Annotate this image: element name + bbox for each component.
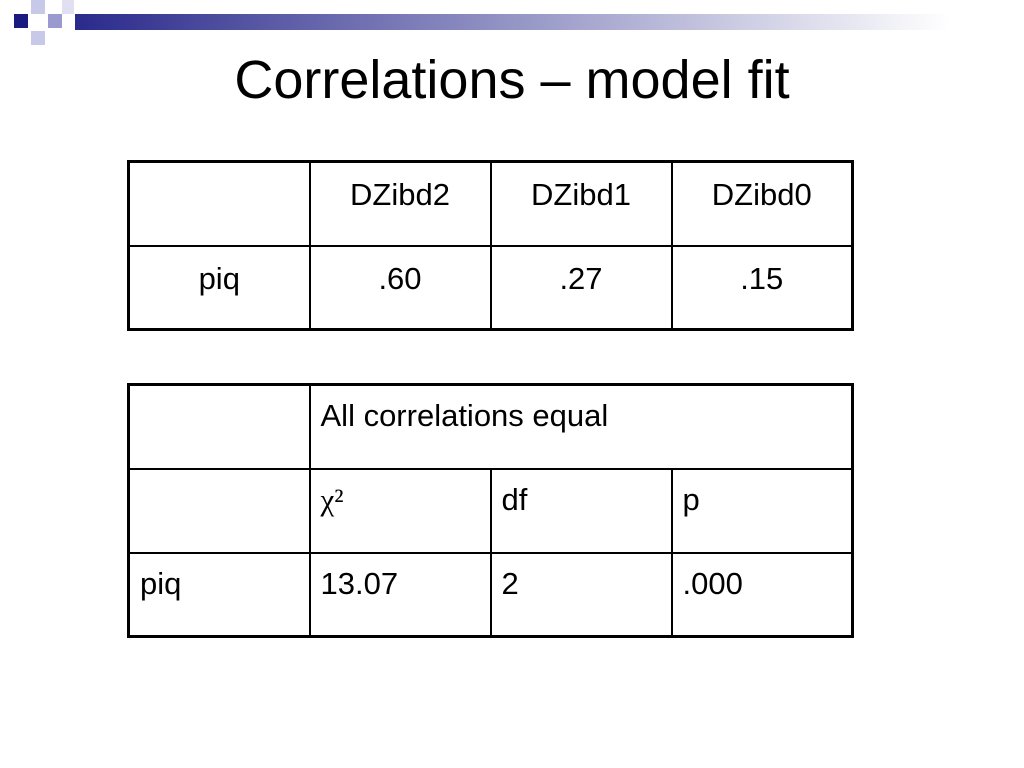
column-header: DZibd0: [670, 160, 854, 247]
empty-cell: [127, 467, 311, 554]
cell: .000: [670, 551, 854, 638]
table: All correlations equal χ² df p piq 13.07…: [127, 383, 854, 638]
gradient-bar: [75, 14, 950, 30]
column-header: df: [489, 467, 673, 554]
empty-cell: [127, 383, 311, 470]
cell: 13.07: [308, 551, 492, 638]
row-label: piq: [127, 551, 311, 638]
column-header: χ²: [308, 467, 492, 554]
square: [31, 0, 45, 14]
square: [31, 31, 45, 45]
decoration: [14, 0, 950, 45]
square: [48, 14, 62, 28]
cell: .15: [670, 244, 854, 331]
table: DZibd2 DZibd1 DZibd0 piq .60 .27 .15: [127, 160, 854, 331]
title: Correlations – model fit: [234, 50, 790, 110]
square: [14, 14, 28, 28]
row-label: piq: [127, 244, 311, 331]
cell: .27: [489, 244, 673, 331]
column-header: p: [670, 467, 854, 554]
cell: 2: [489, 551, 673, 638]
cell: .60: [308, 244, 492, 331]
square: [62, 0, 74, 14]
column-header: DZibd1: [489, 160, 673, 247]
table-heading: All correlations equal: [308, 383, 854, 470]
column-header: DZibd2: [308, 160, 492, 247]
empty-cell: [127, 160, 311, 247]
